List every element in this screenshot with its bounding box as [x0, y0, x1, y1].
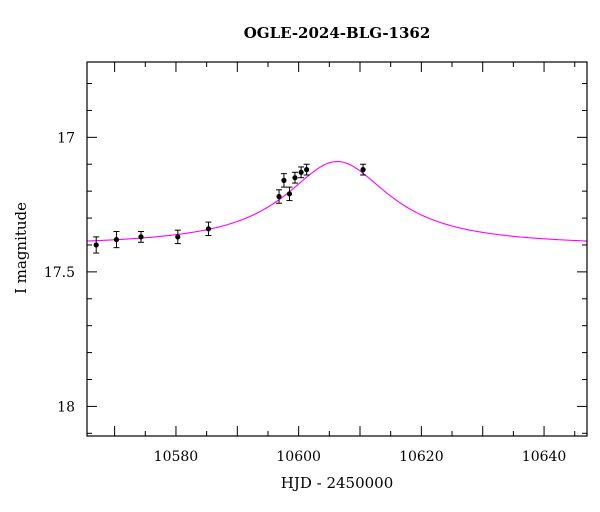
model-curve	[87, 161, 587, 242]
x-tick-label: 10640	[522, 449, 567, 465]
data-points-layer	[93, 163, 367, 254]
x-tick-label: 10580	[154, 449, 199, 465]
data-point	[137, 231, 144, 243]
point-marker	[281, 177, 287, 183]
point-marker	[93, 242, 99, 248]
axis-ticks-layer: 10580 10600 10620 10640 17 17.5 18	[44, 62, 587, 465]
point-marker	[175, 234, 181, 240]
data-point	[113, 231, 120, 249]
point-marker	[298, 169, 304, 175]
point-marker	[276, 193, 282, 200]
data-point	[291, 171, 298, 184]
x-tick-label: 10620	[399, 449, 444, 465]
point-marker	[286, 191, 293, 197]
chart-title: OGLE-2024-BLG-1362	[244, 24, 431, 42]
model-curve-layer	[87, 161, 587, 242]
point-marker	[113, 236, 120, 243]
x-tick-label: 10600	[276, 449, 321, 465]
data-point	[286, 186, 293, 202]
data-point	[276, 189, 283, 204]
y-tick-label: 17.5	[44, 265, 75, 281]
data-point	[280, 173, 287, 188]
y-axis-label: I magnitude	[12, 202, 30, 294]
data-point	[360, 163, 367, 176]
plot-frame	[86, 61, 588, 437]
x-axis-label: HJD - 2450000	[281, 474, 394, 492]
data-point	[174, 229, 181, 245]
y-tick-label: 17	[57, 130, 75, 146]
data-point	[205, 221, 212, 237]
point-marker	[292, 175, 298, 181]
data-point	[93, 236, 100, 254]
point-marker	[304, 167, 310, 173]
data-point	[298, 166, 305, 179]
point-marker	[138, 234, 144, 240]
y-tick-label: 18	[57, 399, 75, 415]
point-marker	[205, 226, 212, 232]
data-point	[303, 163, 310, 176]
point-marker	[360, 167, 366, 173]
